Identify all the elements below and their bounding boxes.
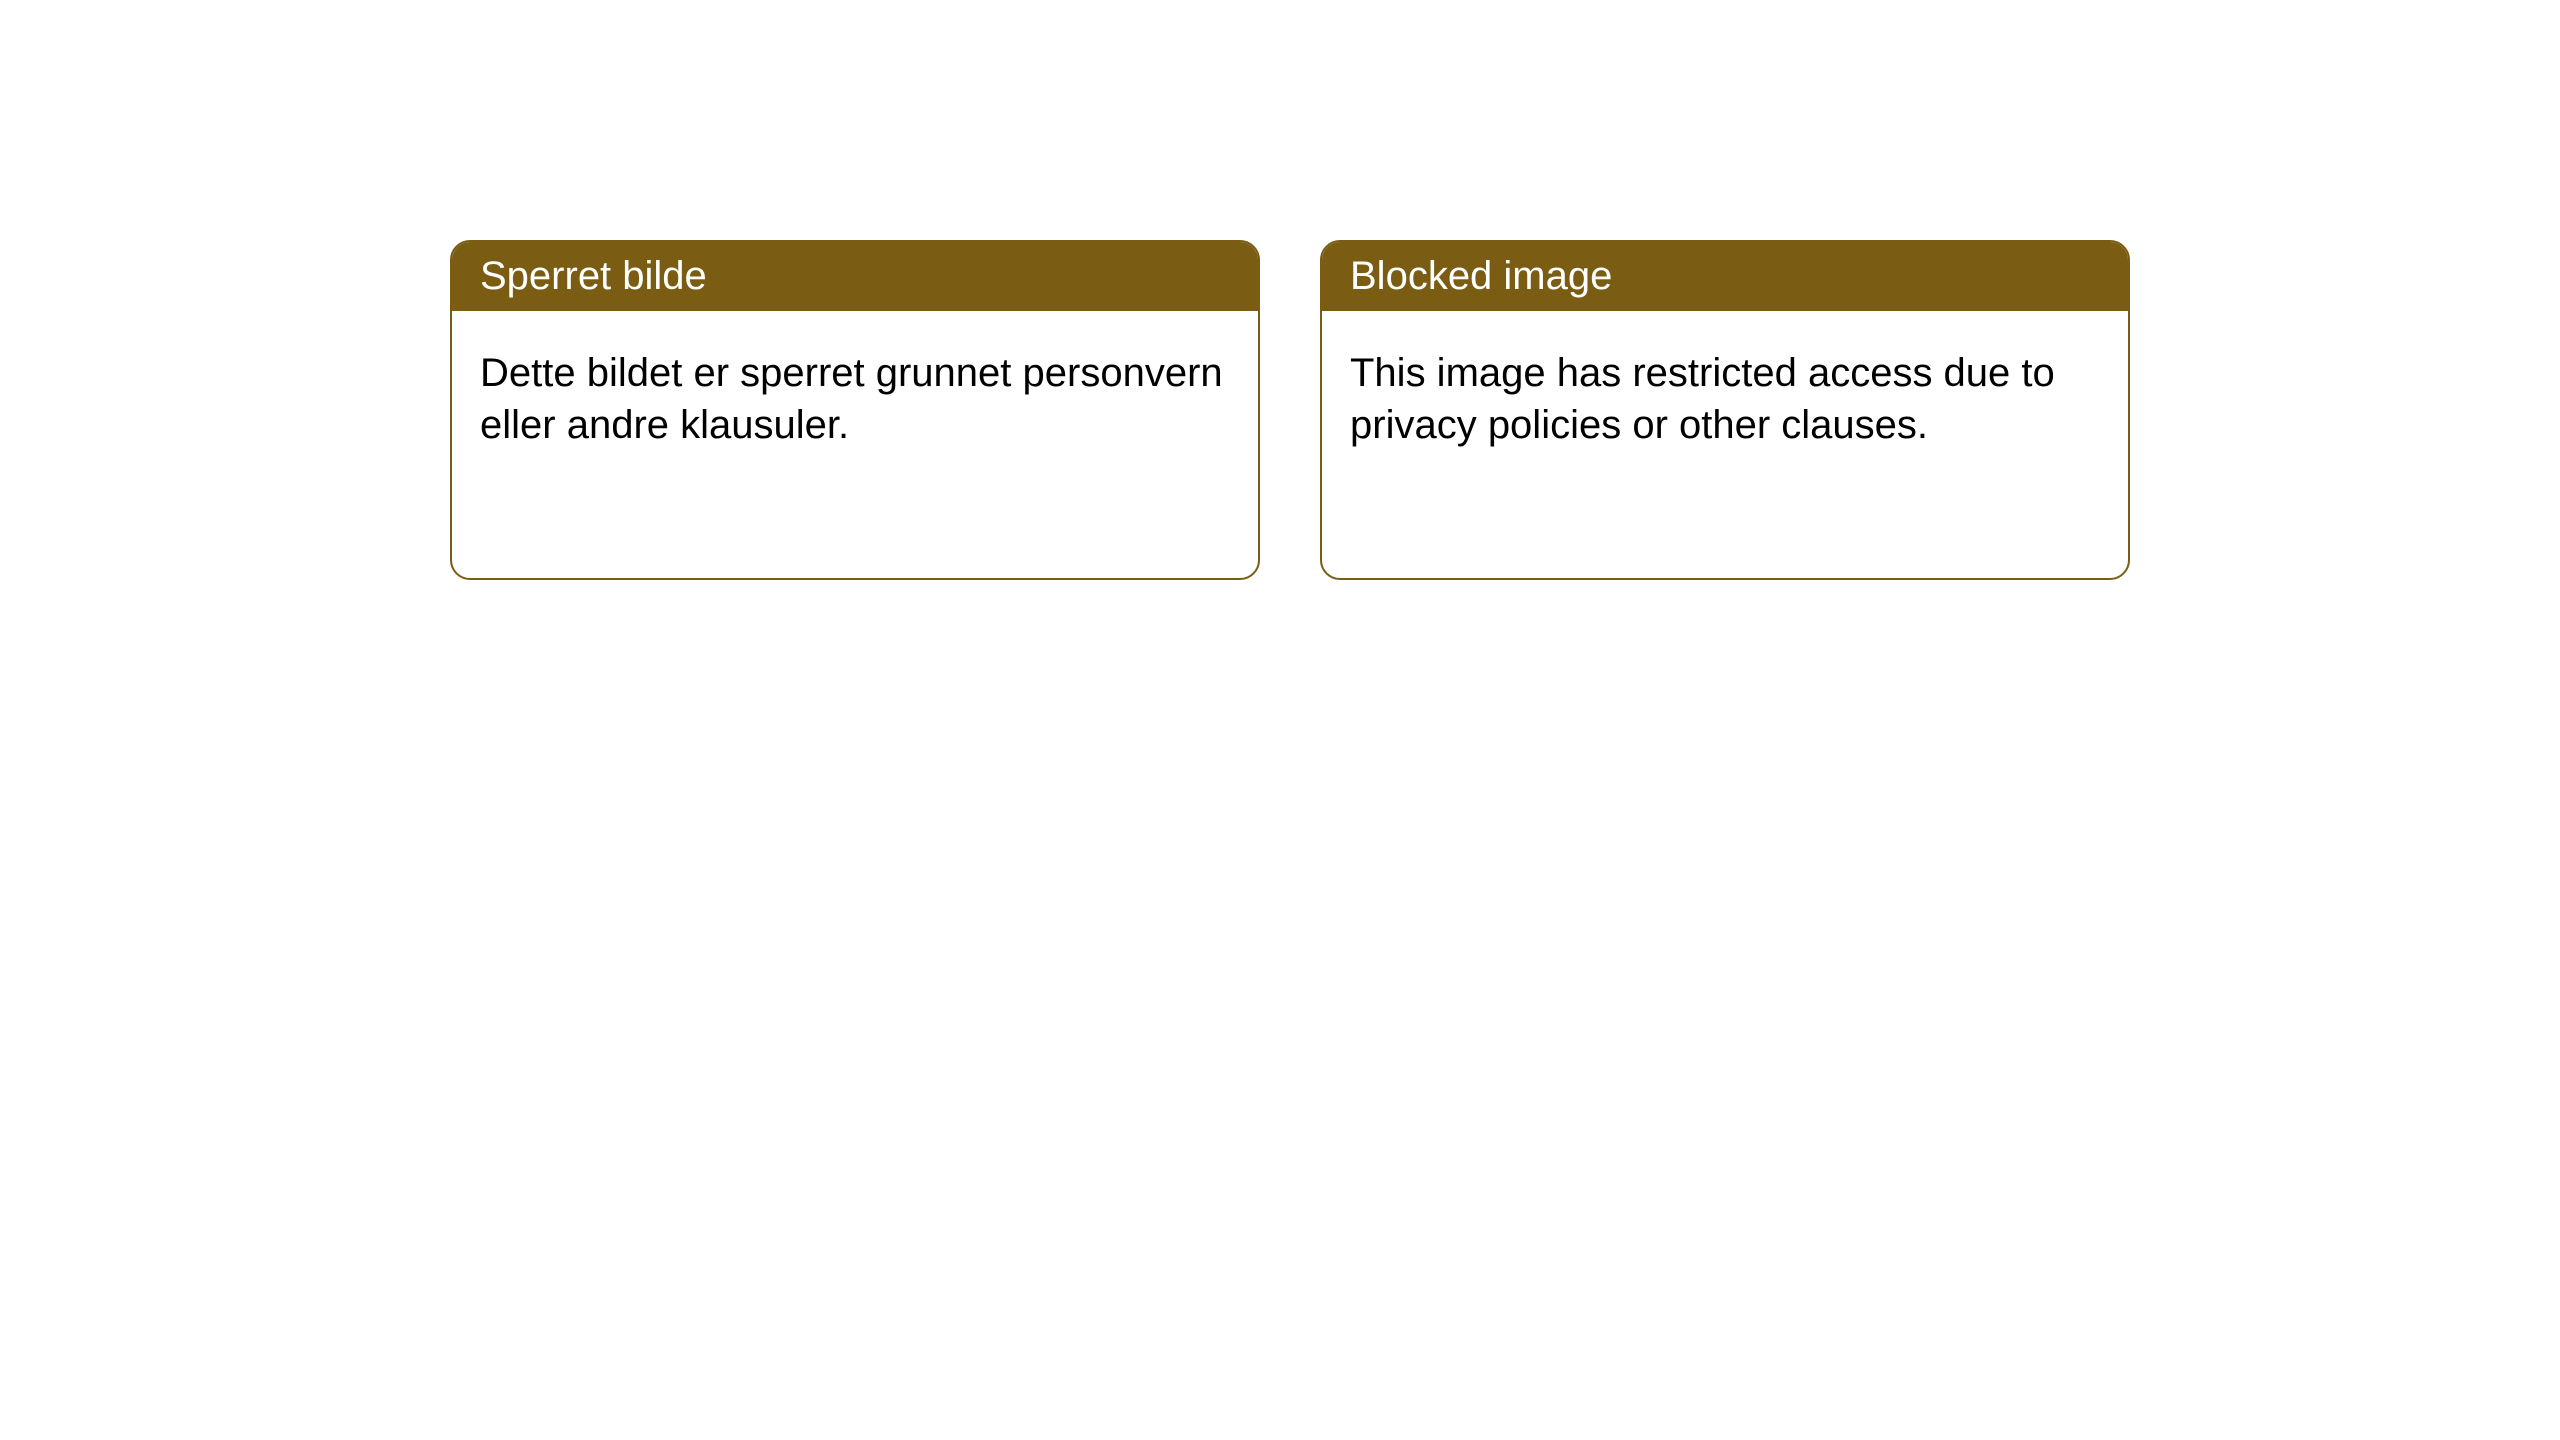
card-title: Blocked image [1350,254,1612,298]
notice-container: Sperret bilde Dette bildet er sperret gr… [0,0,2560,580]
card-title: Sperret bilde [480,254,707,298]
card-body-text: This image has restricted access due to … [1350,351,2055,447]
card-body: Dette bildet er sperret grunnet personve… [452,311,1258,487]
card-header: Sperret bilde [452,242,1258,311]
card-body-text: Dette bildet er sperret grunnet personve… [480,351,1223,447]
notice-card-english: Blocked image This image has restricted … [1320,240,2130,580]
notice-card-norwegian: Sperret bilde Dette bildet er sperret gr… [450,240,1260,580]
card-body: This image has restricted access due to … [1322,311,2128,487]
card-header: Blocked image [1322,242,2128,311]
